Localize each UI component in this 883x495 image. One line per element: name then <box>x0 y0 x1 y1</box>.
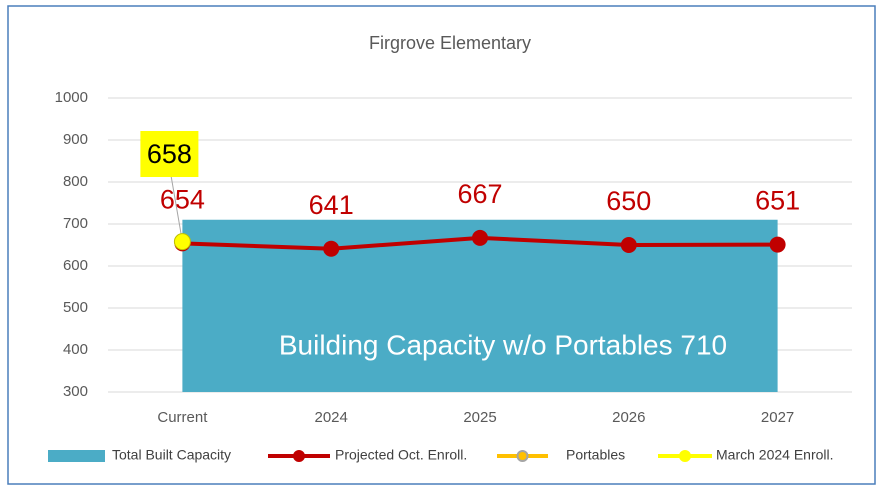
legend-label: Total Built Capacity <box>112 447 231 463</box>
point-marker <box>472 229 488 246</box>
x-tick-label: 2025 <box>463 409 496 426</box>
data-label: 658 <box>147 139 192 169</box>
legend-marker <box>679 450 691 462</box>
annotation: Building Capacity w/o Portables 710 <box>279 329 727 360</box>
legend-label: March 2024 Enroll. <box>716 447 834 463</box>
x-tick-label: 2024 <box>315 409 348 426</box>
leader-line <box>169 171 183 242</box>
legend-marker <box>516 450 529 462</box>
x-tick-label: 2026 <box>612 409 645 426</box>
y-tick-label: 600 <box>63 257 88 274</box>
y-tick-label: 500 <box>63 299 88 316</box>
capacity-area <box>182 219 778 392</box>
x-tick-label: 2027 <box>761 409 794 426</box>
y-tick-label: 300 <box>63 383 88 400</box>
point-marker <box>620 237 637 253</box>
data-label: 651 <box>755 186 800 216</box>
point-marker <box>173 233 191 251</box>
label-highlight <box>140 131 199 177</box>
data-label: 667 <box>457 179 502 209</box>
chart-title: Firgrove Elementary <box>369 33 531 53</box>
x-tick-label: Current <box>157 409 208 426</box>
legend-label: Projected Oct. Enroll. <box>335 447 467 463</box>
data-label: 641 <box>309 190 354 220</box>
legend-swatch <box>48 450 105 462</box>
y-tick-label: 700 <box>63 215 88 232</box>
legend-marker <box>293 450 305 462</box>
y-tick-label: 1000 <box>55 89 88 106</box>
y-tick-label: 400 <box>63 341 88 358</box>
point-marker <box>769 236 786 253</box>
data-label: 654 <box>160 184 205 214</box>
y-tick-label: 800 <box>63 173 88 190</box>
legend-label: Portables <box>566 447 625 463</box>
data-label: 650 <box>606 186 651 216</box>
point-marker <box>323 240 340 257</box>
y-tick-label: 900 <box>63 131 88 148</box>
